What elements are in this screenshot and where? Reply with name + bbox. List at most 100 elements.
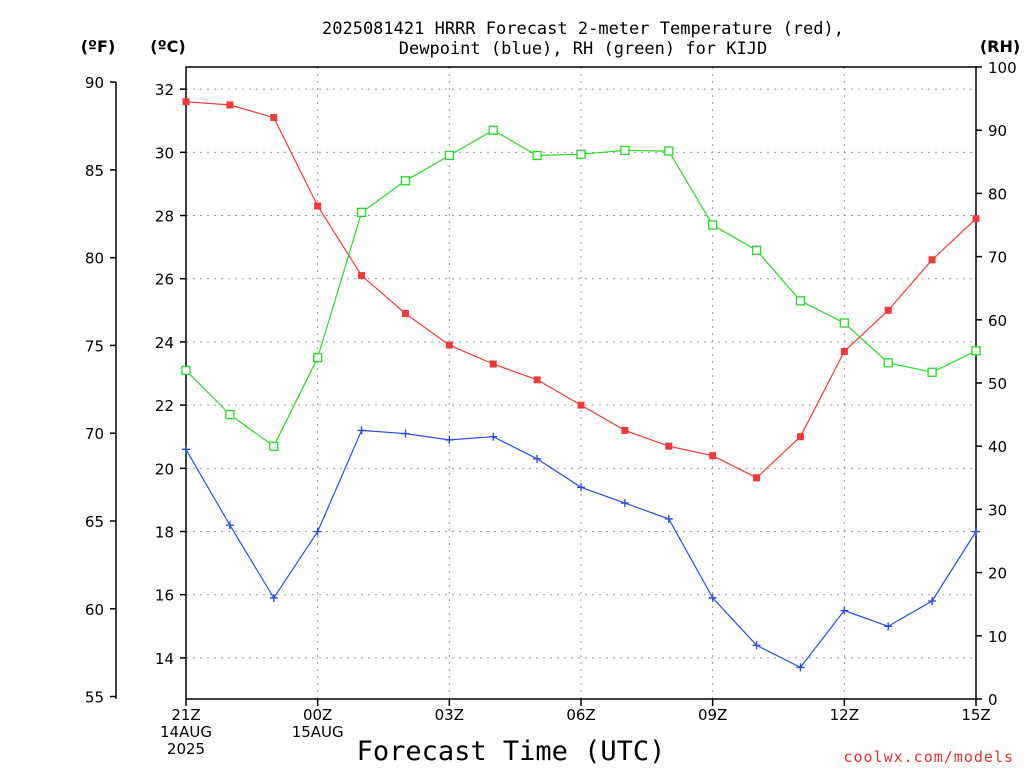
chart-title-line-1: 2025081421 HRRR Forecast 2-meter Tempera… [322,19,844,39]
dewpoint-point [269,593,278,602]
rh-tick-label: 30 [988,501,1007,519]
dewpoint-point [752,641,761,650]
x-tick-label: 03Z [435,706,464,724]
temperature-point [709,452,717,460]
rh-tick-label: 20 [988,565,1007,583]
x-tick-label: 15AUG [292,723,344,741]
temperature-point [489,360,497,368]
rh-point [971,346,981,356]
rh-point [664,146,674,156]
dewpoint-point [620,499,629,508]
rh-point [400,176,411,186]
fahrenheit-tick-label: 85 [85,162,104,180]
celsius-tick-label: 28 [155,208,174,226]
dewpoint-line [185,429,977,669]
rh-tick-label: 50 [988,375,1007,393]
rh-axis: 0 10 20 30 40 50 60 70 80 90 100 [976,59,1017,709]
rh-point [795,296,806,306]
dewpoint-point [928,597,937,606]
fahrenheit-tick-label: 75 [85,337,104,355]
x-tick-label: 21Z [171,706,200,724]
rh-point [927,367,937,377]
celsius-unit-label: (ºC) [150,37,185,56]
rh-tick-label: 0 [988,691,998,709]
dewpoint-point [664,514,673,523]
rh-point [708,220,718,230]
series-layer [181,98,981,672]
fahrenheit-tick-label: 90 [85,74,104,92]
rh-point [883,358,893,368]
celsius-tick-label: 14 [155,650,174,668]
temperature-point [358,272,366,280]
fahrenheit-axis: 55 60 65 70 75 80 85 90 [85,74,117,707]
temperature-point [884,306,892,314]
dewpoint-series [182,426,980,672]
rh-tick-label: 10 [988,628,1007,646]
fahrenheit-tick-label: 60 [85,601,104,619]
celsius-tick-label: 32 [155,81,174,99]
x-tick-label: 09Z [698,706,727,724]
rh-tick-label: 100 [988,59,1017,77]
temperature-point [182,98,190,106]
rh-point [751,245,762,255]
celsius-tick-label: 22 [155,397,174,415]
dewpoint-point [577,483,585,492]
temperature-point [665,442,673,450]
celsius-tick-label: 24 [155,334,174,352]
credit-text: coolwx.com/models [843,748,1014,766]
celsius-axis: 14 16 18 20 22 24 26 28 30 32 [155,81,186,668]
temperature-point [401,309,409,317]
x-axis-label: Forecast Time (UTC) [357,736,666,767]
rh-tick-label: 80 [988,185,1007,203]
celsius-tick-label: 18 [155,524,174,542]
dewpoint-point [884,622,893,631]
rh-point [532,150,542,161]
fahrenheit-tick-label: 70 [85,425,104,443]
temperature-point [270,114,278,122]
rh-point [269,441,279,451]
rh-point [620,145,630,156]
rh-point [444,150,454,161]
rh-point [225,409,235,420]
chart-title-line-2: Dewpoint (blue), RH (green) for KIJD [399,39,767,59]
rh-point [576,149,586,159]
dewpoint-point [489,432,498,441]
grid-lines [186,67,976,699]
rh-tick-label: 40 [988,438,1007,456]
temperature-point [445,341,453,349]
celsius-tick-label: 26 [155,271,174,289]
rh-point [181,365,191,376]
x-tick-label: 14AUG [160,723,212,741]
x-tick-label: 12Z [830,706,859,724]
dewpoint-point [313,527,322,536]
dewpoint-point [796,663,805,672]
dewpoint-point [972,527,980,536]
rh-point [356,207,367,218]
temperature-point [753,474,761,482]
x-tick-label: 06Z [566,706,595,724]
rh-tick-label: 70 [988,249,1007,267]
rh-point [313,353,323,363]
rh-tick-label: 60 [988,312,1007,330]
rh-line [185,129,977,448]
dewpoint-point [840,606,849,615]
rh-point [488,125,498,135]
temperature-point [621,426,629,434]
dewpoint-point [225,521,234,530]
fahrenheit-unit-label: (ºF) [81,37,116,56]
dewpoint-point [708,593,717,602]
rh-tick-label: 90 [988,122,1007,140]
temperature-point [226,101,234,109]
rh-unit-label: (RH) [980,37,1020,56]
celsius-tick-label: 16 [155,587,174,605]
fahrenheit-tick-label: 80 [85,250,104,268]
dewpoint-point [533,454,542,463]
temperature-series [182,98,980,482]
temperature-point [577,401,585,409]
temperature-point [533,376,541,384]
temperature-point [928,256,936,264]
celsius-tick-label: 20 [155,460,174,478]
rh-series [181,125,981,451]
celsius-tick-label: 30 [155,144,174,162]
